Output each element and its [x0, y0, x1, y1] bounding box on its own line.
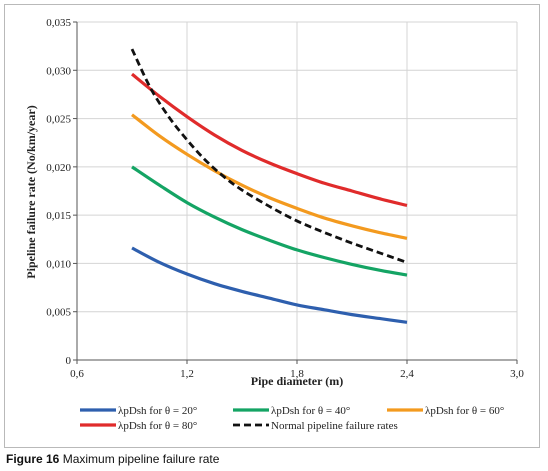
legend-label-5: Normal pipeline failure rates: [271, 420, 398, 432]
y-tick-label: 0,010: [46, 258, 71, 270]
series-lines: [130, 48, 408, 324]
series-line-5: [130, 48, 408, 264]
legend-label-1: λpDsh for θ = 20°: [118, 405, 197, 417]
legend-label-3: λpDsh for θ = 60°: [425, 405, 504, 417]
series-line-3: [131, 113, 408, 240]
line-chart: 0 0,005 0,010 0,015 0,020 0,025 0,030 0,035 0,6 1…: [24, 17, 524, 432]
y-tick-label: 0: [66, 355, 72, 367]
legend: λpDsh for θ = 20° λpDsh for θ = 40° λpDsh …: [80, 405, 504, 432]
grid: [77, 21, 518, 360]
figure-caption-text: Maximum pipeline failure rate: [62, 452, 220, 466]
series-line-2: [131, 165, 408, 277]
x-tick-label: 1,2: [180, 368, 194, 380]
y-axis-title: Pipeline failure rate (No/km/year): [24, 105, 38, 278]
y-tick-label: 0,030: [46, 65, 71, 77]
figure-caption: Figure 16 Maximum pipeline failure rate: [6, 452, 542, 466]
y-tick-label: 0,020: [46, 162, 71, 174]
figure-frame: [4, 4, 540, 448]
x-tick-label: 1,8: [290, 368, 304, 380]
legend-label-2: λpDsh for θ = 40°: [271, 405, 350, 417]
x-tick-label: 3,0: [510, 368, 524, 380]
figure-caption-label: Figure 16: [6, 452, 60, 466]
tick-labels: 0 0,005 0,010 0,015 0,020 0,025 0,030 0,035 0,6 1…: [46, 17, 524, 380]
series-line-4: [130, 72, 408, 208]
y-tick-label: 0,025: [46, 114, 71, 126]
x-axis-title: Pipe diameter (m): [251, 374, 343, 388]
axes: [73, 21, 518, 364]
axis-titles: Pipe diameter (m) Pipeline failure rate …: [24, 105, 343, 388]
legend-label-4: λpDsh for θ = 80°: [118, 420, 197, 432]
y-tick-label: 0,035: [46, 17, 71, 29]
y-tick-label: 0,005: [46, 307, 71, 319]
x-tick-label: 2,4: [400, 368, 414, 380]
y-tick-label: 0,015: [46, 210, 71, 222]
x-tick-label: 0,6: [70, 368, 84, 380]
series-line-1: [131, 246, 408, 324]
